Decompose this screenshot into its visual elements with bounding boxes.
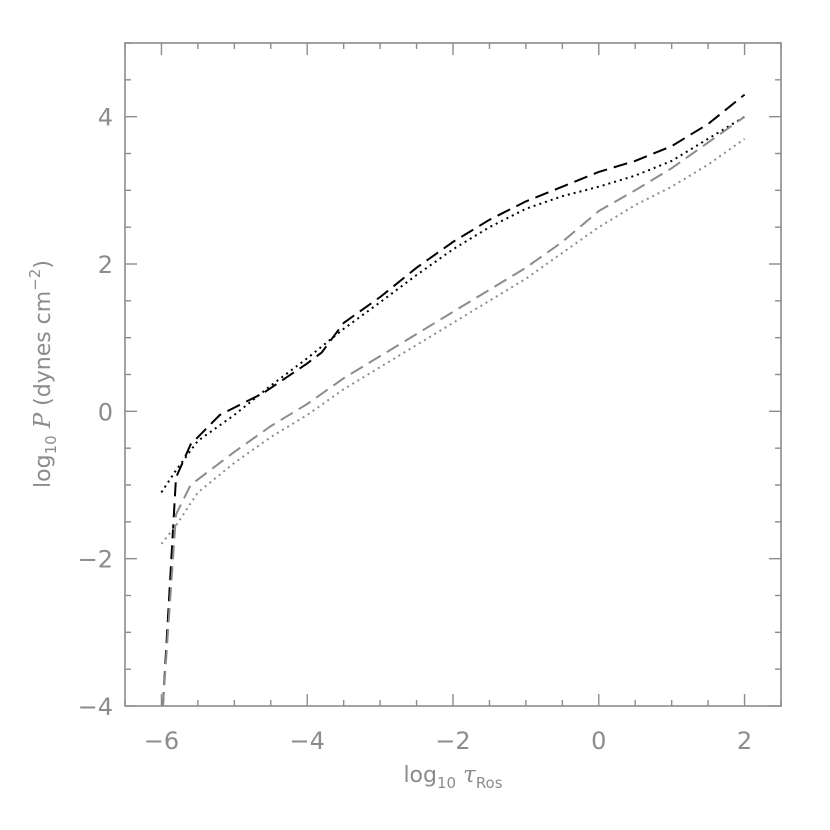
y-tick-label: −2 [78,546,113,574]
x-axis-label: log10 τRos [403,762,502,792]
series-line-3 [161,115,746,707]
y-tick-label: 2 [98,251,113,279]
y-tick-label: −4 [78,693,113,721]
series-line-4 [160,137,746,545]
x-tick-label: −6 [144,727,179,755]
y-tick-label: 4 [98,104,113,132]
y-axis-label: log10 P (dynes cm−2) [26,260,60,488]
axis-ticks [124,42,782,707]
series-line-2 [160,115,746,493]
series-layer [160,93,746,707]
y-tick-labels: −4 −2 0 2 4 [78,104,113,721]
x-tick-label: 2 [737,727,752,755]
x-tick-labels: −6 −4 −2 0 2 [144,727,752,755]
x-tick-label: −2 [435,727,470,755]
y-tick-label: 0 [98,398,113,426]
x-tick-label: −4 [290,727,325,755]
x-tick-label: 0 [591,727,606,755]
plot-frame [124,42,782,707]
series-line-1 [161,93,746,707]
